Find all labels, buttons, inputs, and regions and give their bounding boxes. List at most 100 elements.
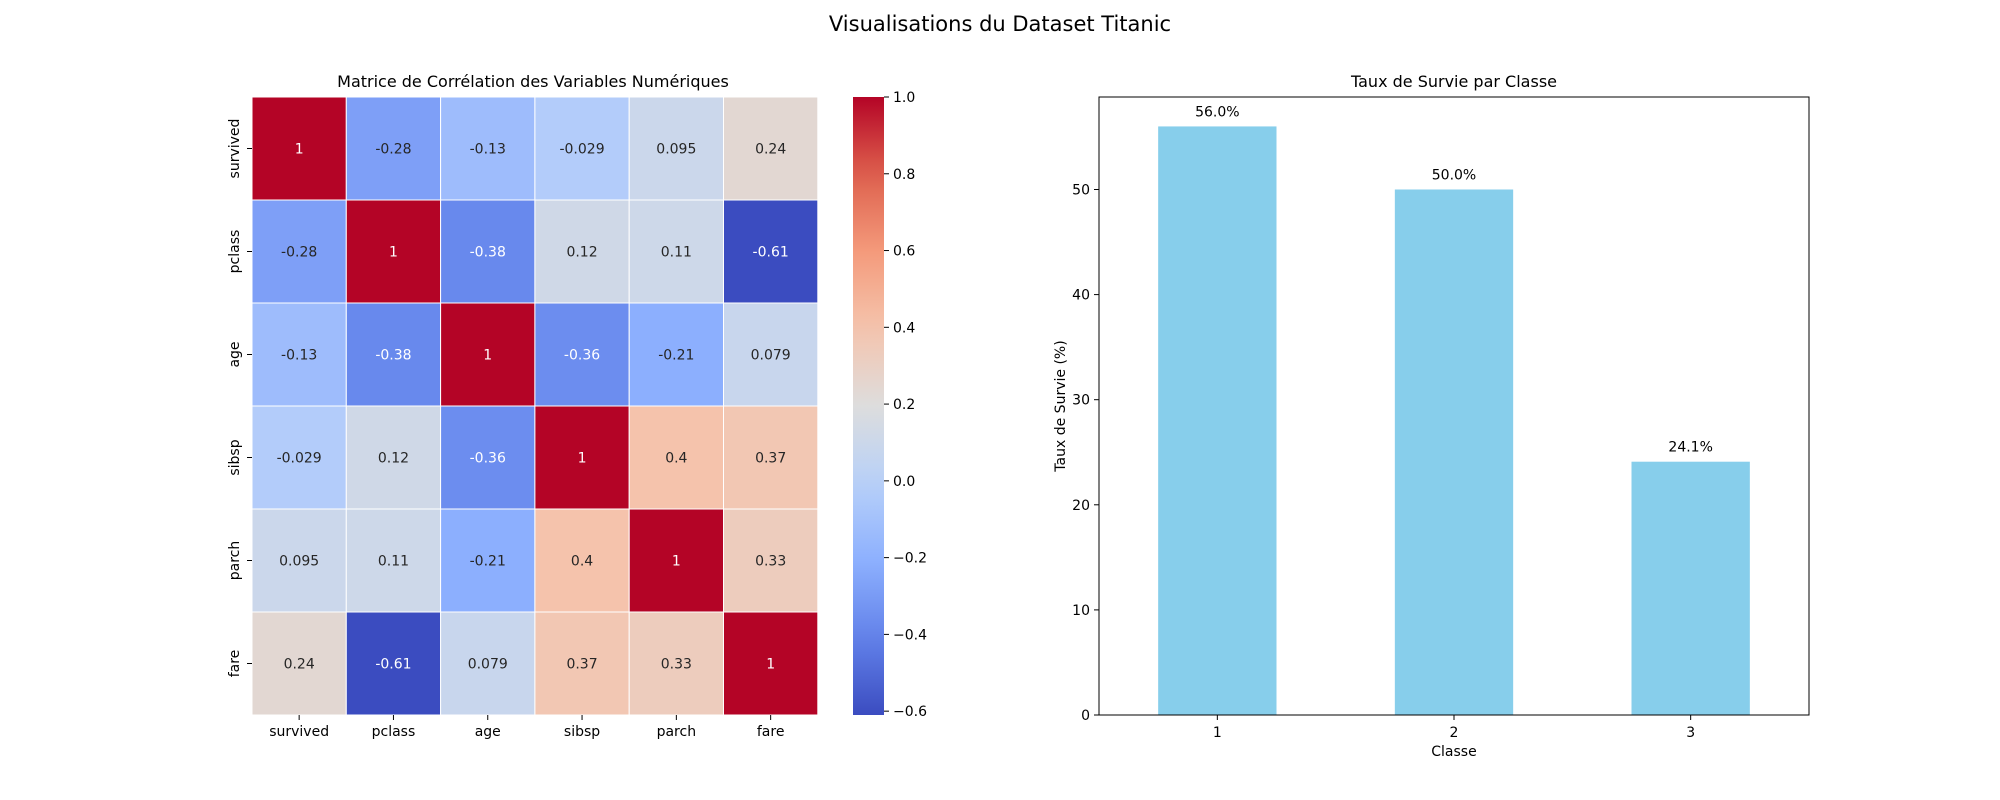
heatmap-x-tick-label: pclass (372, 724, 416, 740)
heatmap-y-tick-label: survived (227, 119, 243, 179)
heatmap-cell (345, 96, 442, 201)
heatmap-y-tick-label: age (227, 341, 243, 367)
colorbar-tick-label: −0.2 (893, 551, 927, 567)
heatmap-x-tick-label: parch (657, 724, 696, 740)
heatmap-cell-label: 0.24 (284, 657, 315, 673)
heatmap-cell-label: 0.37 (566, 657, 597, 673)
bar-y-tick-label: 20 (1072, 498, 1090, 514)
bar (1394, 189, 1514, 715)
heatmap-cell-label: -0.36 (470, 451, 506, 467)
heatmap-cell-label: -0.21 (470, 554, 506, 570)
colorbar-ticks: 1.0 0.8 0.6 0.4 0.2 0.0 −0.2 −0.4 −0.6 (884, 90, 927, 720)
heatmap-cell-label: -0.13 (470, 142, 506, 158)
heatmap-cell-label: 0.095 (279, 554, 319, 570)
colorbar-tick-label: 0.4 (893, 320, 915, 336)
bar-y-tick-label: 10 (1072, 603, 1090, 619)
heatmap-cell-label: 0.11 (378, 554, 409, 570)
bar-x-ticks: 1 2 3 (1213, 715, 1695, 741)
heatmap-colorbar: 1.0 0.8 0.6 0.4 0.2 0.0 −0.2 −0.4 −0.6 (853, 90, 927, 720)
heatmap-cell-label: -0.029 (559, 142, 604, 158)
bar-value-label: 56.0% (1195, 104, 1239, 120)
colorbar-tick-label: 0.6 (893, 244, 915, 260)
heatmap-y-tick-label: parch (227, 541, 243, 580)
bar-value-label: 50.0% (1432, 167, 1476, 183)
bar-x-tick-label: 3 (1686, 725, 1695, 741)
heatmap-cell-label: 0.12 (378, 451, 409, 467)
heatmap-cell-label: -0.61 (753, 245, 789, 261)
heatmap-cell (723, 302, 819, 407)
colorbar-tick-label: 0.0 (893, 474, 915, 490)
heatmap-x-tick-label: survived (269, 724, 329, 740)
figure-suptitle: Visualisations du Dataset Titanic (829, 12, 1171, 36)
bar-value-labels: 56.0% 50.0% 24.1% (1195, 104, 1713, 455)
heatmap-cell-label: 0.095 (656, 142, 696, 158)
heatmap-cell (440, 405, 536, 510)
heatmap-cell (251, 611, 347, 716)
heatmap-cell (723, 611, 819, 716)
heatmap-cell (723, 405, 819, 510)
bar-value-label: 24.1% (1668, 440, 1712, 456)
heatmap-cell (628, 302, 725, 407)
bar-series (1158, 126, 1750, 715)
heatmap-cell (345, 405, 442, 510)
bar-chart-title: Taux de Survie par Classe (1350, 72, 1557, 91)
bar-x-tick-label: 2 (1450, 725, 1459, 741)
heatmap-cell (534, 405, 630, 510)
heatmap-cell (251, 302, 347, 407)
heatmap-cell-label: 1 (483, 348, 492, 364)
heatmap-cell-label: -0.28 (281, 245, 317, 261)
heatmap-x-tick-label: age (475, 724, 501, 740)
heatmap-cell (440, 302, 536, 407)
heatmap-cell (345, 508, 442, 613)
heatmap-cell-label: 1 (389, 245, 398, 261)
heatmap-cell-label: 0.24 (755, 142, 786, 158)
heatmap-cell (628, 405, 725, 510)
heatmap-cell (723, 508, 819, 613)
heatmap-cell-label: 1 (766, 657, 775, 673)
heatmap-x-tick-labels: survived pclass age sibsp parch fare (269, 715, 784, 740)
colorbar-tick-label: 1.0 (893, 90, 915, 106)
colorbar-gradient (853, 97, 884, 715)
colorbar-tick-label: 0.2 (893, 397, 915, 413)
heatmap-y-tick-label: fare (227, 650, 243, 678)
heatmap-cells: 1 -0.28 -0.13 -0.029 0.095 0.24 -0.28 1 -0.38 0.1… (251, 96, 819, 716)
heatmap-cell (251, 508, 347, 613)
colorbar-tick-label: −0.4 (893, 627, 927, 643)
heatmap-cell (534, 96, 630, 201)
bar-y-axis-label: Taux de Survie (%) (1053, 340, 1069, 472)
heatmap-cell-label: 0.4 (571, 554, 593, 570)
bar-y-tick-label: 40 (1072, 288, 1090, 304)
heatmap-x-tick-label: fare (757, 724, 785, 740)
bar-y-tick-label: 30 (1072, 393, 1090, 409)
bar-y-ticks: 0 10 20 30 40 50 (1072, 182, 1099, 724)
heatmap-cell-label: -0.61 (375, 657, 411, 673)
heatmap-cell-label: -0.13 (281, 348, 317, 364)
heatmap-cell-label: -0.21 (658, 348, 694, 364)
heatmap-cell-label: -0.36 (564, 348, 600, 364)
heatmap-cell (534, 302, 630, 407)
heatmap-cell (251, 199, 347, 304)
heatmap-cell (345, 199, 442, 304)
correlation-heatmap: Matrice de Corrélation des Variables Num… (227, 72, 819, 740)
heatmap-cell (628, 611, 725, 716)
heatmap-y-tick-label: sibsp (227, 439, 243, 475)
heatmap-cell (534, 611, 630, 716)
heatmap-title: Matrice de Corrélation des Variables Num… (337, 72, 729, 91)
bar-y-tick-label: 0 (1081, 708, 1090, 724)
heatmap-cell (345, 302, 442, 407)
heatmap-cell-label: 0.37 (755, 451, 786, 467)
heatmap-cell (440, 611, 536, 716)
heatmap-cell-label: 1 (578, 451, 587, 467)
bar-x-tick-label: 1 (1213, 725, 1222, 741)
heatmap-cell-label: -0.029 (277, 451, 322, 467)
heatmap-cell (534, 199, 630, 304)
heatmap-cell-label: 1 (295, 142, 304, 158)
heatmap-cell-label: -0.38 (375, 348, 411, 364)
bar (1158, 126, 1277, 715)
heatmap-cell (251, 405, 347, 510)
heatmap-y-tick-labels: survived pclass age sibsp parch fare (227, 119, 252, 678)
heatmap-cell-label: 0.11 (661, 245, 692, 261)
heatmap-cell-label: -0.38 (470, 245, 506, 261)
heatmap-y-tick-label: pclass (227, 230, 243, 274)
